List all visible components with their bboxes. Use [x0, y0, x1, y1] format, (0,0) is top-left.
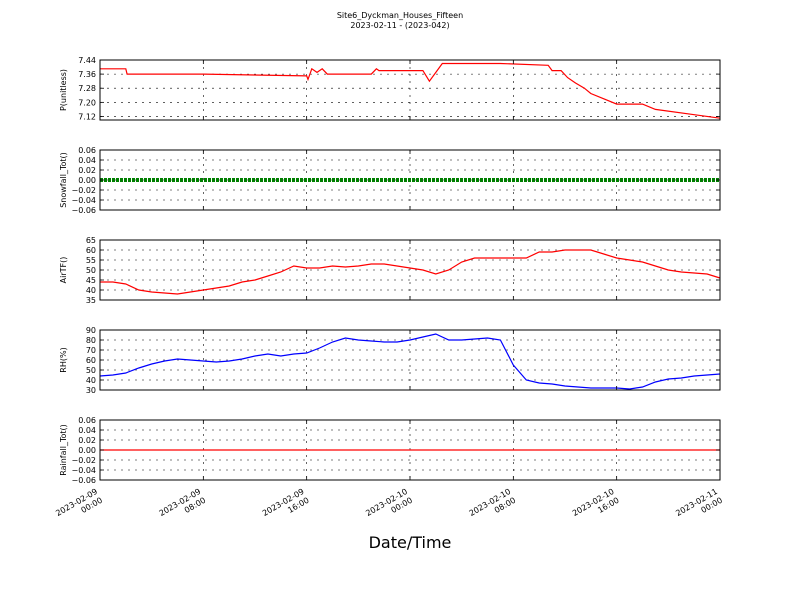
y-tick-label: 0.00: [78, 446, 96, 455]
y-axis-label: AirTF(): [59, 257, 68, 284]
y-tick-label: 0.04: [78, 156, 96, 165]
y-tick-label: 0.06: [78, 146, 96, 155]
y-axis-label: Snowfall_Tot(): [59, 152, 68, 208]
y-tick-label: −0.02: [71, 456, 96, 465]
y-tick-label: 65: [86, 236, 96, 245]
y-tick-label: 80: [86, 336, 96, 345]
panel-5: 0.060.040.020.00−0.02−0.04−0.06Rainfall_…: [59, 416, 721, 485]
y-tick-label: −0.04: [71, 466, 96, 475]
y-tick-label: 40: [86, 376, 96, 385]
y-axis-label: P(unitless): [59, 69, 68, 111]
y-tick-label: 0.00: [78, 176, 96, 185]
y-tick-label: −0.04: [71, 196, 96, 205]
y-tick-label: 50: [86, 266, 96, 275]
series-line: [100, 62, 721, 119]
y-tick-label: 45: [86, 276, 96, 285]
y-tick-label: 7.12: [78, 112, 96, 121]
y-tick-label: 7.44: [78, 56, 96, 65]
y-tick-label: 55: [86, 256, 96, 265]
chart-subtitle: 2023-02-11 - (2023-042): [350, 21, 450, 30]
y-tick-label: 7.28: [78, 84, 96, 93]
chart-title: Site6_Dyckman_Houses_Fifteen: [336, 11, 464, 20]
y-axis-label: RH(%): [59, 347, 68, 372]
x-tick-label: 2023-02-1008:00: [468, 487, 518, 527]
y-tick-label: 70: [86, 346, 96, 355]
x-tick-label: 2023-02-1100:00: [674, 487, 724, 527]
x-tick-label: 2023-02-0908:00: [158, 487, 208, 527]
y-tick-label: −0.02: [71, 186, 96, 195]
y-tick-label: 7.36: [78, 70, 96, 79]
y-tick-label: 90: [86, 326, 96, 335]
y-tick-label: 0.06: [78, 416, 96, 425]
y-tick-label: 0.02: [78, 166, 96, 175]
x-tick-label: 2023-02-0900:00: [54, 487, 104, 527]
series-line: [100, 249, 721, 295]
y-tick-label: 30: [86, 386, 96, 395]
y-tick-label: 0.02: [78, 436, 96, 445]
y-tick-label: 0.04: [78, 426, 96, 435]
panel-2: 0.060.040.020.00−0.02−0.04−0.06Snowfall_…: [59, 146, 721, 215]
y-tick-label: 60: [86, 356, 96, 365]
y-tick-label: 50: [86, 366, 96, 375]
panel-1: 7.44 7.36 7.28 7.20 7.12 P(unitless): [59, 56, 721, 121]
x-axis-label: Date/Time: [368, 533, 452, 552]
y-tick-label: 60: [86, 246, 96, 255]
x-tick-label: 2023-02-1000:00: [364, 487, 414, 527]
y-tick-label: −0.06: [71, 206, 96, 215]
y-tick-label: 7.20: [78, 98, 96, 107]
y-axis-label: Rainfall_Tot(): [59, 424, 68, 476]
y-tick-label: 40: [86, 286, 96, 295]
x-tick-label: 2023-02-1016:00: [571, 487, 621, 527]
y-tick-label: −0.06: [71, 476, 96, 485]
y-tick-label: 35: [86, 296, 96, 305]
x-tick-label: 2023-02-0916:00: [261, 487, 311, 527]
